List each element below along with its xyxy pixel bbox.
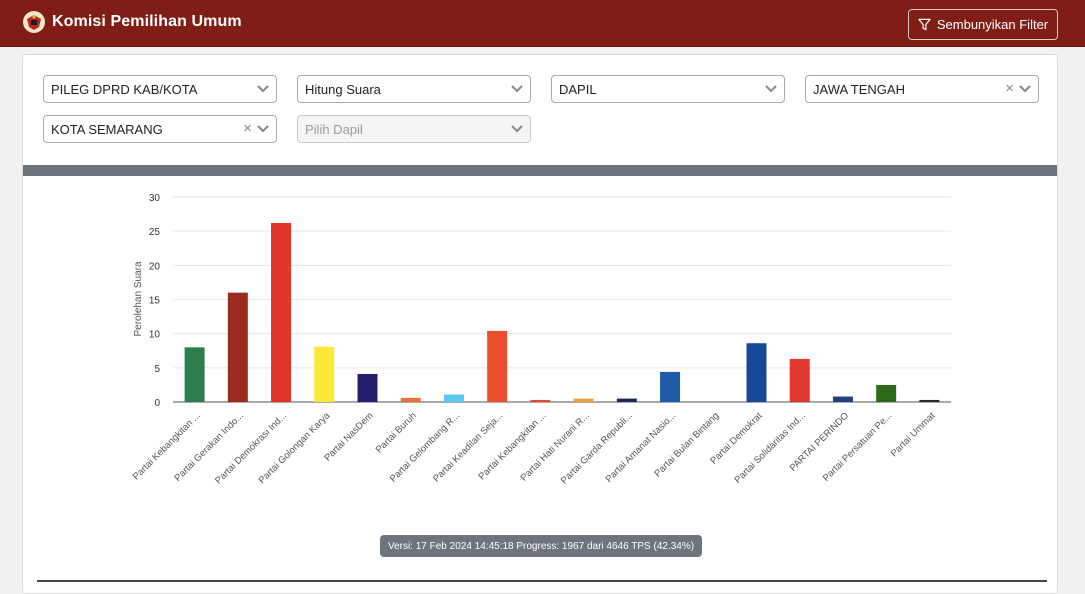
- province-value: JAWA TENGAH: [813, 81, 905, 97]
- bar[interactable]: [227, 292, 248, 402]
- level-value: DAPIL: [559, 81, 597, 97]
- version-badge: Versi: 17 Feb 2024 14:45:18 Progress: 19…: [380, 535, 702, 557]
- x-tick-label: Partai Solidaritas Ind...: [732, 410, 807, 485]
- chevron-down-icon: [257, 125, 269, 133]
- bar[interactable]: [314, 346, 335, 402]
- hide-filter-label: Sembunyikan Filter: [936, 17, 1049, 32]
- hide-filter-button[interactable]: Sembunyikan Filter: [908, 9, 1058, 40]
- bar[interactable]: [271, 222, 292, 402]
- x-tick-label: Partai Demokrasi Ind...: [213, 410, 289, 486]
- city-select[interactable]: KOTA SEMARANG ×: [43, 115, 277, 143]
- table-top-border: [37, 580, 1047, 582]
- level-select[interactable]: DAPIL: [551, 75, 785, 103]
- bar[interactable]: [660, 371, 681, 402]
- clear-province-icon[interactable]: ×: [1005, 80, 1014, 97]
- bar[interactable]: [832, 396, 853, 402]
- dapil-select[interactable]: Pilih Dapil: [297, 115, 531, 143]
- filter-icon: [918, 18, 931, 31]
- brand[interactable]: Komisi Pemilihan Umum: [22, 10, 242, 34]
- app-title: Komisi Pemilihan Umum: [52, 13, 242, 30]
- y-tick-label: 10: [149, 330, 161, 341]
- election-select[interactable]: PILEG DPRD KAB/KOTA: [43, 75, 277, 103]
- city-value: KOTA SEMARANG: [51, 121, 163, 137]
- x-tick-label: Partai Ummat: [889, 410, 938, 459]
- version-text: Versi: 17 Feb 2024 14:45:18 Progress: 19…: [387, 540, 695, 552]
- y-tick-label: 20: [149, 261, 161, 272]
- chevron-down-icon: [1019, 85, 1031, 93]
- bar[interactable]: [443, 394, 464, 402]
- dapil-placeholder: Pilih Dapil: [305, 121, 363, 137]
- bar[interactable]: [530, 399, 551, 402]
- kpu-logo-icon: [23, 11, 45, 33]
- x-tick-label: Partai Buruh: [374, 410, 419, 455]
- y-axis-label: Perolehan Suara: [133, 261, 144, 336]
- bar[interactable]: [789, 358, 810, 402]
- bar[interactable]: [876, 384, 897, 402]
- mode-value: Hitung Suara: [305, 81, 381, 97]
- chevron-down-icon: [765, 85, 777, 93]
- bar[interactable]: [616, 398, 637, 402]
- vote-bar-chart: Partai Kebangkitan ...Partai Gerakan Ind…: [131, 193, 951, 486]
- chevron-down-icon: [257, 85, 269, 93]
- chevron-down-icon: [511, 85, 523, 93]
- bar[interactable]: [357, 373, 378, 402]
- province-select[interactable]: JAWA TENGAH ×: [805, 75, 1039, 103]
- mode-select[interactable]: Hitung Suara: [297, 75, 531, 103]
- navbar: Komisi Pemilihan Umum Sembunyikan Filter: [0, 0, 1085, 47]
- y-tick-label: 0: [154, 398, 160, 409]
- bar[interactable]: [919, 399, 940, 402]
- bar[interactable]: [400, 397, 421, 402]
- bar[interactable]: [573, 398, 594, 402]
- y-tick-label: 5: [154, 364, 160, 375]
- bar[interactable]: [487, 330, 508, 402]
- y-tick-label: 25: [149, 227, 161, 238]
- section-divider: [23, 165, 1057, 176]
- x-tick-label: Partai Golongan Karya: [257, 410, 333, 486]
- y-tick-label: 30: [149, 193, 161, 204]
- results-card: PILEG DPRD KAB/KOTA Hitung Suara DAPIL J…: [22, 54, 1058, 594]
- x-tick-label: Partai Garda Republi...: [559, 410, 635, 486]
- chevron-down-icon: [511, 125, 523, 133]
- election-value: PILEG DPRD KAB/KOTA: [51, 81, 198, 97]
- clear-city-icon[interactable]: ×: [243, 120, 252, 137]
- bar[interactable]: [746, 343, 767, 402]
- bar[interactable]: [184, 347, 205, 402]
- y-tick-label: 15: [149, 296, 161, 307]
